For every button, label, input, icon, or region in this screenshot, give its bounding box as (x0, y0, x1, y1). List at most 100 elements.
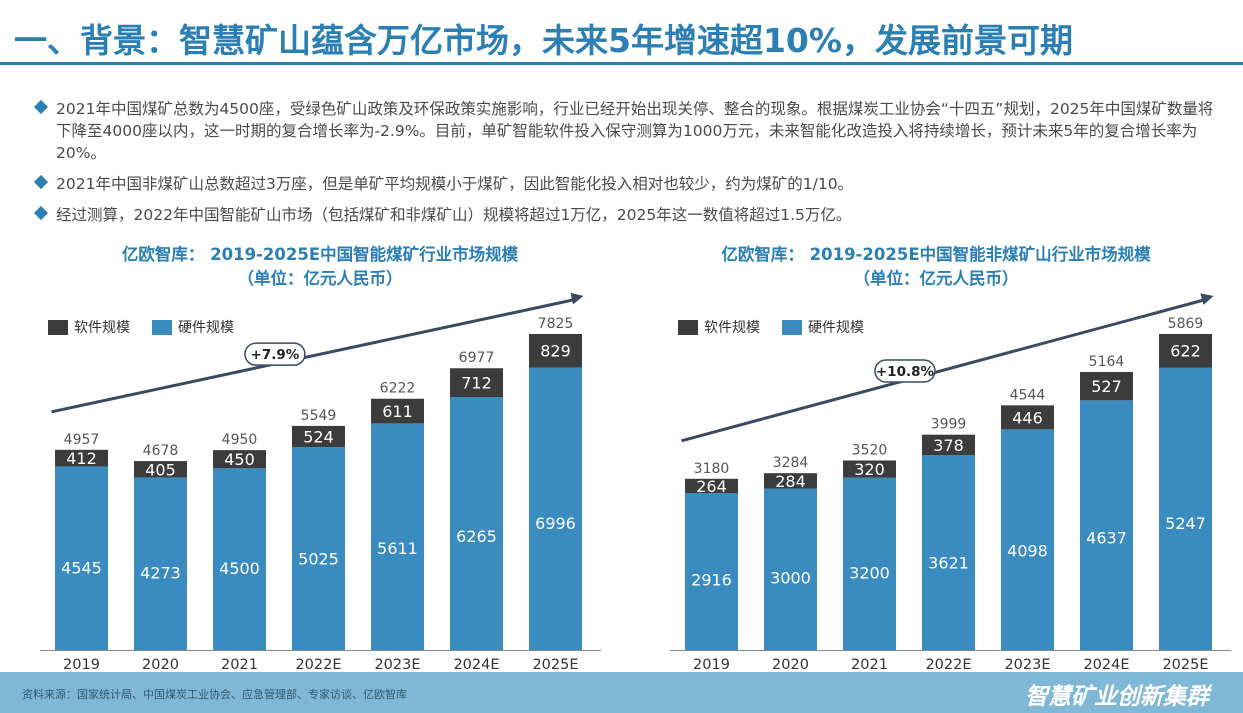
software-value-label: 524 (303, 427, 334, 446)
growth-arrow-line (681, 297, 1208, 443)
software-value-label: 829 (540, 342, 571, 361)
software-value-label: 611 (382, 402, 413, 421)
total-value-label: 5869 (1168, 316, 1204, 332)
legend-software-label: 软件规模 (704, 320, 760, 336)
software-value-label: 450 (224, 450, 255, 469)
total-value-label: 3180 (694, 461, 730, 477)
x-tick-label: 2021 (221, 657, 258, 672)
growth-rate-badge (874, 359, 936, 383)
total-value-label: 4957 (64, 432, 100, 448)
hardware-value-label: 4637 (1086, 529, 1127, 548)
software-bar (134, 461, 187, 478)
total-value-label: 4544 (1010, 387, 1046, 403)
x-tick-label: 2021 (851, 657, 888, 672)
legend-hardware-swatch (152, 320, 172, 335)
software-bar (843, 460, 896, 478)
hardware-bar (1001, 429, 1054, 650)
bullet-item: 经过测算，2022年中国智能矿山市场（包括煤矿和非煤矿山）规模将超过1万亿，20… (33, 204, 1226, 226)
chart-title-text: 亿欧智库： 2019-2025E中国智能煤矿行业市场规模 (121, 245, 519, 264)
hardware-value-label: 3000 (770, 568, 811, 587)
software-bar (1080, 371, 1133, 401)
software-value-label: 264 (696, 477, 727, 496)
page-title: 一、背景：智慧矿山蕴含万亿市场，未来5年增速超10%，发展前景可期 (14, 21, 1073, 60)
software-value-label: 284 (775, 472, 806, 491)
diamond-bullet-icon (33, 205, 49, 221)
x-tick-label: 2020 (772, 657, 809, 672)
legend-hardware-label: 硬件规模 (808, 320, 864, 336)
bullet-list: 2021年中国煤矿总数为4500座，受绿色矿山政策及环保政策实施影响，行业已经开… (33, 98, 1226, 235)
bullet-item: 2021年中国非煤矿山总数超过3万座，但是单矿平均规模小于煤矿，因此智能化投入相… (33, 173, 1226, 195)
x-tick-label: 2023E (374, 657, 420, 672)
software-bar (529, 334, 582, 368)
total-value-label: 4678 (143, 443, 179, 459)
legend-hardware-label: 硬件规模 (178, 320, 234, 336)
diamond-bullet-icon (33, 174, 49, 190)
hardware-value-label: 5247 (1165, 514, 1206, 533)
hardware-value-label: 3200 (849, 563, 890, 582)
hardware-value-label: 6265 (456, 527, 497, 546)
x-tick-label: 2020 (142, 657, 179, 672)
hardware-bar (1080, 400, 1133, 650)
software-bar (922, 434, 975, 456)
total-value-label: 7825 (538, 316, 574, 332)
brand-label: 智慧矿业创新集群 (1025, 684, 1209, 710)
legend-hardware-swatch (782, 320, 802, 335)
hardware-value-label: 4545 (61, 558, 102, 577)
hardware-value-label: 4273 (140, 563, 181, 582)
hardware-bar (1159, 367, 1212, 650)
software-bar (213, 450, 266, 469)
x-tick-label: 2025E (532, 657, 578, 672)
x-tick-label: 2022E (925, 657, 971, 672)
software-value-label: 320 (854, 460, 885, 479)
software-bar (685, 478, 738, 493)
total-value-label: 5549 (301, 408, 337, 424)
legend-software-swatch (48, 320, 68, 335)
bullet-text: 经过测算，2022年中国智能矿山市场（包括煤矿和非煤矿山）规模将超过1万亿，20… (56, 206, 852, 224)
software-value-label: 405 (145, 460, 176, 479)
legend-software-label: 软件规模 (74, 320, 130, 336)
growth-arrow-line (51, 297, 578, 414)
bullet-text: 2021年中国煤矿总数为4500座，受绿色矿山政策及环保政策实施影响，行业已经开… (56, 100, 1214, 162)
total-value-label: 6977 (459, 350, 495, 366)
x-tick-label: 2019 (693, 657, 730, 672)
total-value-label: 5164 (1089, 354, 1125, 370)
growth-rate-badge (244, 342, 306, 366)
footer-bar: 资料来源：国家统计局、中国煤炭工业协会、应急管理部、专家访谈、亿欧智库 智慧矿业… (0, 672, 1243, 713)
chart-subtitle-text: （单位：亿元人民币） (237, 269, 403, 288)
x-tick-label: 2019 (63, 657, 100, 672)
total-value-label: 6222 (380, 381, 416, 397)
growth-rate-label: +7.9% (251, 347, 300, 363)
bullet-item: 2021年中国煤矿总数为4500座，受绿色矿山政策及环保政策实施影响，行业已经开… (33, 98, 1226, 164)
legend-software-swatch (678, 320, 698, 335)
chart-subtitle-text: （单位：亿元人民币） (853, 269, 1019, 288)
hardware-value-label: 4500 (219, 559, 260, 578)
x-tick-label: 2022E (295, 657, 341, 672)
hardware-bar (764, 488, 817, 650)
hardware-value-label: 5611 (377, 539, 418, 558)
chart-title-text: 亿欧智库： 2019-2025E中国智能非煤矿山行业市场规模 (721, 245, 1151, 264)
hardware-bar (213, 468, 266, 650)
software-bar (292, 425, 345, 448)
bullet-text: 2021年中国非煤矿山总数超过3万座，但是单矿平均规模小于煤矿，因此智能化投入相… (56, 175, 854, 193)
diamond-bullet-icon (33, 99, 49, 115)
software-value-label: 378 (933, 436, 964, 455)
total-value-label: 3284 (773, 455, 809, 471)
title-divider (0, 62, 1243, 65)
software-bar (450, 368, 503, 397)
x-tick-label: 2024E (1083, 657, 1129, 672)
software-value-label: 712 (461, 374, 492, 393)
chart-title-coal: 亿欧智库： 2019-2025E中国智能煤矿行业市场规模 （单位：亿元人民币） (20, 243, 620, 291)
hardware-value-label: 4098 (1007, 542, 1048, 561)
growth-rate-label: +10.8% (876, 364, 935, 380)
hardware-value-label: 2916 (691, 570, 732, 589)
growth-arrow-head-icon (1200, 293, 1214, 305)
software-bar (55, 449, 108, 467)
total-value-label: 4950 (222, 432, 258, 448)
software-value-label: 412 (66, 449, 97, 468)
software-bar (1159, 334, 1212, 368)
total-value-label: 3520 (852, 442, 888, 458)
total-value-label: 3999 (931, 417, 967, 433)
software-bar (371, 398, 424, 424)
